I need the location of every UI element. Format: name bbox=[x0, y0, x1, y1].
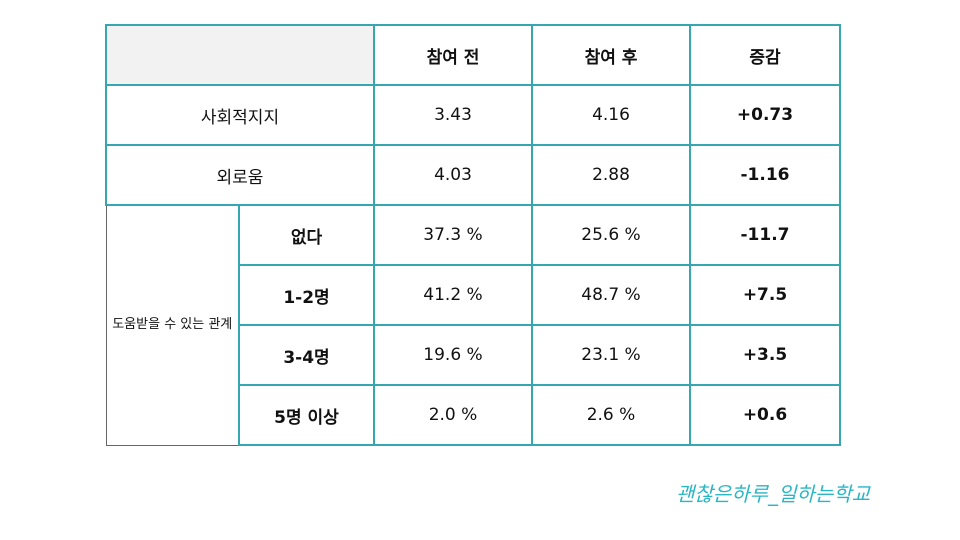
row-before: 19.6 % bbox=[373, 324, 533, 386]
row-after: 2.6 % bbox=[531, 384, 691, 446]
row-before: 41.2 % bbox=[373, 264, 533, 326]
row-before: 3.43 bbox=[373, 84, 533, 146]
row-label: 1-2명 bbox=[238, 264, 375, 326]
row-change: -11.7 bbox=[689, 204, 841, 266]
row-label: 사회적지지 bbox=[105, 84, 375, 146]
row-after: 48.7 % bbox=[531, 264, 691, 326]
row-change: +7.5 bbox=[689, 264, 841, 326]
table-row: 외로움 4.03 2.88 -1.16 bbox=[105, 144, 841, 206]
row-after: 2.88 bbox=[531, 144, 691, 206]
header-empty-cell bbox=[105, 24, 375, 86]
stats-table: 참여 전 참여 후 증감 사회적지지 3.43 4.16 +0.73 외로움 4… bbox=[105, 24, 841, 446]
row-change: -1.16 bbox=[689, 144, 841, 206]
row-label: 없다 bbox=[238, 204, 375, 266]
row-label: 3-4명 bbox=[238, 324, 375, 386]
row-before: 2.0 % bbox=[373, 384, 533, 446]
header-after: 참여 후 bbox=[531, 24, 691, 86]
row-after: 4.16 bbox=[531, 84, 691, 146]
group-label: 도움받을 수 있는 관계 bbox=[105, 204, 240, 446]
header-change: 증감 bbox=[689, 24, 841, 86]
row-before: 37.3 % bbox=[373, 204, 533, 266]
row-change: +0.73 bbox=[689, 84, 841, 146]
table-row: 3-4명 19.6 % 23.1 % +3.5 bbox=[106, 324, 841, 386]
header-row: 참여 전 참여 후 증감 bbox=[105, 24, 841, 86]
table-row: 도움받을 수 있는 관계 없다 37.3 % 25.6 % -11.7 bbox=[105, 204, 841, 446]
row-after: 25.6 % bbox=[531, 204, 691, 266]
row-label: 5명 이상 bbox=[238, 384, 375, 446]
table-row: 1-2명 41.2 % 48.7 % +7.5 bbox=[106, 264, 841, 326]
row-change: +0.6 bbox=[689, 384, 841, 446]
table-row: 5명 이상 2.0 % 2.6 % +0.6 bbox=[106, 384, 841, 446]
table-row: 사회적지지 3.43 4.16 +0.73 bbox=[105, 84, 841, 146]
row-label: 외로움 bbox=[105, 144, 375, 206]
row-after: 23.1 % bbox=[531, 324, 691, 386]
brand-logo: 괜찮은하루_일하는학교 bbox=[676, 482, 870, 506]
row-change: +3.5 bbox=[689, 324, 841, 386]
row-before: 4.03 bbox=[373, 144, 533, 206]
header-before: 참여 전 bbox=[373, 24, 533, 86]
